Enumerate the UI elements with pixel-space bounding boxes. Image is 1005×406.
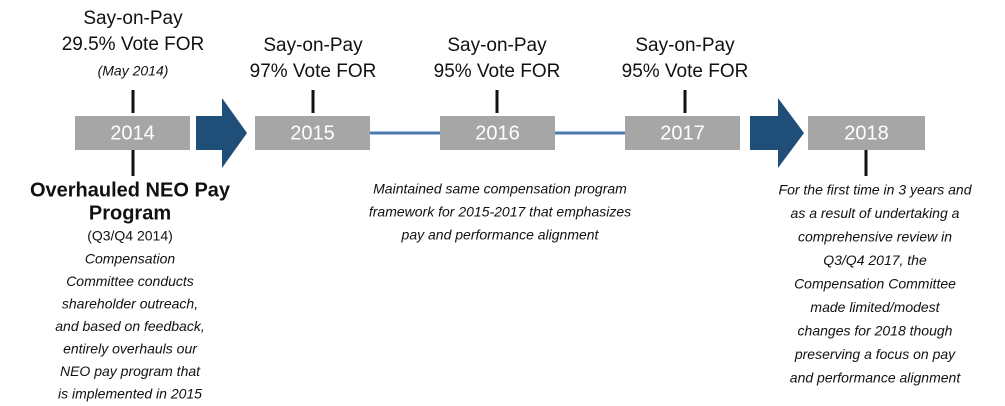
milestone-note: For the first time in 3 years and	[779, 182, 973, 198]
milestone-note: entirely overhauls our	[63, 341, 198, 357]
milestone-title: Program	[89, 202, 171, 224]
milestone-note: and performance alignment	[790, 370, 962, 386]
milestone-note: as a result of undertaking a	[791, 205, 960, 221]
year-label: 2015	[290, 122, 335, 144]
year-box	[255, 116, 370, 150]
year-label: 2014	[110, 122, 155, 144]
milestone-note: comprehensive review in	[798, 229, 952, 245]
milestone-note: Q3/Q4 2017, the	[823, 252, 927, 268]
milestone-note: preserving a focus on pay	[794, 346, 956, 362]
vote-heading: 29.5% Vote FOR	[62, 34, 205, 55]
vote-heading: Say-on-Pay	[83, 8, 183, 29]
year-box	[440, 116, 555, 150]
vote-heading: Say-on-Pay	[447, 35, 547, 56]
year-label: 2018	[844, 122, 889, 144]
shared-note: Maintained same compensation program	[373, 181, 627, 197]
milestone-date: (Q3/Q4 2014)	[87, 228, 173, 244]
milestone-note: NEO pay program that	[60, 363, 201, 379]
milestone-note: Committee conducts	[66, 273, 194, 289]
milestone-note: Compensation	[85, 251, 175, 267]
vote-date: (May 2014)	[98, 63, 169, 79]
arrow	[196, 98, 247, 168]
year-box	[75, 116, 190, 150]
milestone-title: Overhauled NEO Pay	[30, 179, 231, 201]
vote-heading: Say-on-Pay	[263, 35, 363, 56]
year-label: 2017	[660, 122, 705, 144]
milestone-note: is implemented in 2015	[58, 386, 202, 402]
year-box	[808, 116, 925, 150]
arrow	[750, 98, 804, 168]
vote-heading: Say-on-Pay	[635, 35, 735, 56]
vote-heading: 95% Vote FOR	[434, 61, 561, 82]
milestone-note: changes for 2018 though	[798, 323, 953, 339]
milestone-note: and based on feedback,	[55, 318, 204, 334]
year-label: 2016	[475, 122, 520, 144]
vote-heading: 95% Vote FOR	[622, 61, 749, 82]
milestone-note: shareholder outreach,	[62, 296, 198, 312]
milestone-note: made limited/modest	[810, 299, 940, 315]
shared-note: framework for 2015-2017 that emphasizes	[369, 204, 631, 220]
vote-heading: 97% Vote FOR	[250, 61, 377, 82]
year-box	[625, 116, 740, 150]
shared-note: pay and performance alignment	[401, 227, 600, 243]
milestone-note: Compensation Committee	[794, 276, 956, 292]
